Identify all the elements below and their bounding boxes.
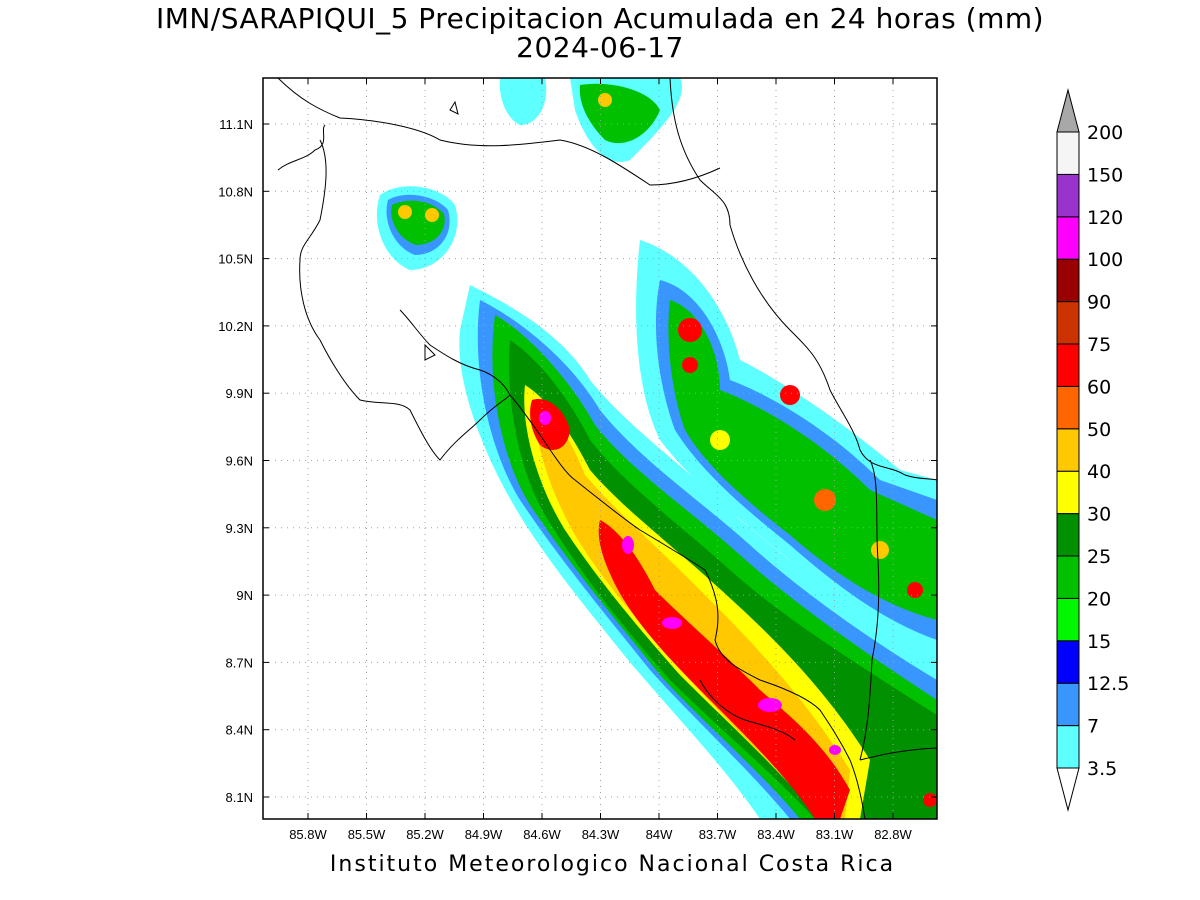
rain-cell-6 (710, 430, 730, 450)
colorbar-label: 15 (1087, 631, 1111, 653)
colorbar-label: 150 (1087, 164, 1123, 186)
rain-peak-magenta-2 (758, 698, 782, 712)
colorbar-swatch (1056, 173, 1080, 218)
lon-tick-label: 84.3W (582, 827, 620, 842)
colorbar-label: 12.5 (1087, 673, 1129, 695)
rain-cell-1 (678, 318, 702, 342)
colorbar-swatch (1056, 555, 1080, 599)
longitude-ticks: 85.8W 85.5W 85.2W 84.9W 84.6W 84.3W 84W 83.7W 83… (289, 78, 913, 842)
precipitation-field (376, 78, 937, 819)
panama-border (859, 459, 937, 761)
colorbar-swatch (1056, 597, 1080, 642)
colorbar-label: 120 (1087, 207, 1123, 229)
colorbar-swatch (1056, 343, 1080, 387)
caribbean-coast (669, 78, 937, 481)
lon-tick-label: 83.7W (699, 827, 737, 842)
colorbar: 3.5 7 12.5 15 20 25 30 40 50 60 75 90 100 120 150 200 (1056, 88, 1129, 812)
colorbar-label: 75 (1087, 334, 1111, 356)
map-date: 2024-06-17 (516, 31, 684, 64)
colorbar-swatch (1056, 385, 1080, 430)
colorbar-label: 200 (1087, 122, 1123, 144)
colorbar-label: 7 (1087, 716, 1099, 738)
rain-peak-magenta-4 (539, 411, 551, 425)
rain-cell-5 (907, 582, 923, 598)
lon-tick-label: 84.6W (523, 827, 561, 842)
colorbar-label: 20 (1087, 588, 1111, 610)
rain-cell-7 (398, 205, 412, 219)
lon-tick-label: 84.9W (465, 827, 503, 842)
lon-tick-label: 85.2W (406, 827, 444, 842)
lat-tick-label: 10.8N (218, 184, 253, 199)
rain-cell-8 (425, 208, 439, 222)
pacific-coast-south (509, 394, 866, 819)
lat-tick-label: 8.4N (226, 723, 253, 738)
rain-carib-green (668, 300, 937, 620)
lat-tick-label: 9.9N (226, 386, 253, 401)
colorbar-label: 3.5 (1087, 758, 1117, 780)
osa-peninsula (699, 679, 796, 741)
lat-tick-label: 9.6N (226, 454, 253, 469)
rain-peak-magenta-3 (622, 536, 634, 554)
nicoya-gulf (399, 309, 511, 396)
colorbar-swatch (1056, 131, 1080, 175)
lon-tick-label: 85.5W (348, 827, 386, 842)
colorbar-swatch (1056, 682, 1080, 727)
colorbar-swatch (1056, 513, 1080, 557)
colorbar-label: 40 (1087, 461, 1111, 483)
colorbar-swatch (1056, 216, 1080, 260)
rain-cell-9 (598, 93, 612, 107)
lon-tick-label: 82.8W (874, 827, 912, 842)
colorbar-swatch (1056, 470, 1080, 515)
lat-tick-label: 11.1N (219, 117, 253, 132)
lat-tick-label: 10.5N (218, 252, 253, 267)
coastlines (277, 78, 937, 819)
rain-core-red (598, 520, 850, 819)
colorbar-over-arrow (1056, 88, 1080, 133)
colorbar-label: 60 (1087, 376, 1111, 398)
lake-nicaragua-islet (449, 100, 459, 115)
colorbar-label: 50 (1087, 419, 1111, 441)
lat-tick-label: 10.2N (218, 319, 253, 334)
colorbar-swatch (1056, 640, 1080, 684)
lon-tick-label: 83.4W (757, 827, 795, 842)
lon-tick-label: 83.1W (816, 827, 854, 842)
lon-tick-label: 84W (646, 827, 673, 842)
rain-cell-3 (814, 489, 836, 511)
rain-cell-11 (923, 793, 937, 807)
lat-tick-label: 8.1N (226, 790, 253, 805)
colorbar-label: 90 (1087, 292, 1111, 314)
rain-band-darkgreen (509, 340, 937, 819)
nicaragua-border (277, 78, 721, 186)
lat-tick-label: 9N (236, 588, 253, 603)
map-grid (263, 78, 937, 819)
rain-cell-2 (780, 385, 800, 405)
colorbar-label: 25 (1087, 546, 1111, 568)
colorbar-swatch (1056, 301, 1080, 345)
latitude-ticks: 11.1N 10.8N 10.5N 10.2N 9.9N 9.6N 9.3N 9N 8.7N 8.… (218, 117, 937, 805)
pacific-coast-nicoya (277, 124, 511, 461)
colorbar-label: 100 (1087, 249, 1123, 271)
rain-cell-10 (682, 357, 698, 373)
footer-credit: Instituto Meteorologico Nacional Costa R… (329, 852, 896, 877)
colorbar-swatch (1056, 258, 1080, 303)
colorbar-label: 30 (1087, 504, 1111, 526)
rain-north-top (499, 78, 547, 125)
rain-core-red-north (530, 399, 570, 450)
lat-tick-label: 9.3N (226, 521, 253, 536)
lat-tick-label: 8.7N (226, 655, 253, 670)
lon-tick-label: 85.8W (289, 827, 327, 842)
rain-cell-4 (871, 541, 889, 559)
rain-peak-magenta-1 (662, 617, 682, 629)
colorbar-swatch (1056, 428, 1080, 472)
colorbar-under-arrow (1056, 767, 1080, 812)
colorbar-swatch (1056, 725, 1080, 769)
map-title: IMN/SARAPIQUI_5 Precipitacion Acumulada … (155, 2, 1045, 35)
